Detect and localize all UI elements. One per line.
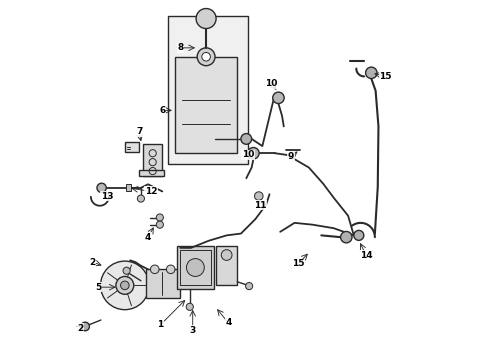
Bar <box>125 184 131 192</box>
Text: 12: 12 <box>144 187 157 196</box>
Bar <box>142 144 162 176</box>
Circle shape <box>166 265 175 274</box>
Bar <box>124 142 139 152</box>
Circle shape <box>97 183 106 193</box>
Circle shape <box>121 281 129 290</box>
Circle shape <box>245 283 252 290</box>
Text: 2: 2 <box>77 324 83 333</box>
Text: 8: 8 <box>177 43 183 52</box>
Circle shape <box>156 214 163 221</box>
Circle shape <box>247 148 259 159</box>
Bar <box>139 170 164 176</box>
Circle shape <box>150 265 159 274</box>
Bar <box>176 246 214 289</box>
Text: 10: 10 <box>264 79 277 88</box>
Circle shape <box>116 276 134 294</box>
Text: 13: 13 <box>101 192 113 201</box>
Circle shape <box>186 303 193 310</box>
Circle shape <box>241 134 251 144</box>
Text: 4: 4 <box>225 318 231 327</box>
Circle shape <box>340 231 351 243</box>
Circle shape <box>101 261 149 310</box>
Circle shape <box>137 195 144 202</box>
Circle shape <box>81 322 89 331</box>
Circle shape <box>197 48 215 66</box>
Text: 4: 4 <box>144 233 151 242</box>
Circle shape <box>353 230 363 240</box>
Text: 10: 10 <box>242 150 254 159</box>
Bar <box>180 249 210 285</box>
Text: 11: 11 <box>254 201 266 210</box>
Text: 15: 15 <box>379 72 391 81</box>
Text: 5: 5 <box>95 283 101 292</box>
Bar <box>146 269 180 298</box>
Circle shape <box>254 192 263 201</box>
Text: 15: 15 <box>291 260 304 269</box>
Circle shape <box>186 258 204 276</box>
Circle shape <box>365 67 376 78</box>
Circle shape <box>221 249 231 260</box>
Text: 14: 14 <box>359 251 371 260</box>
Text: 3: 3 <box>189 325 195 334</box>
Bar <box>216 246 237 285</box>
Bar <box>175 57 237 153</box>
Text: 7: 7 <box>136 127 142 136</box>
Text: 6: 6 <box>159 106 165 115</box>
Circle shape <box>202 53 210 61</box>
Text: 2: 2 <box>89 258 96 267</box>
Text: 1: 1 <box>157 320 163 329</box>
Circle shape <box>123 267 130 274</box>
Text: 9: 9 <box>287 152 293 161</box>
Circle shape <box>156 221 163 228</box>
Circle shape <box>196 9 216 28</box>
Circle shape <box>272 92 284 104</box>
Bar <box>167 16 247 164</box>
